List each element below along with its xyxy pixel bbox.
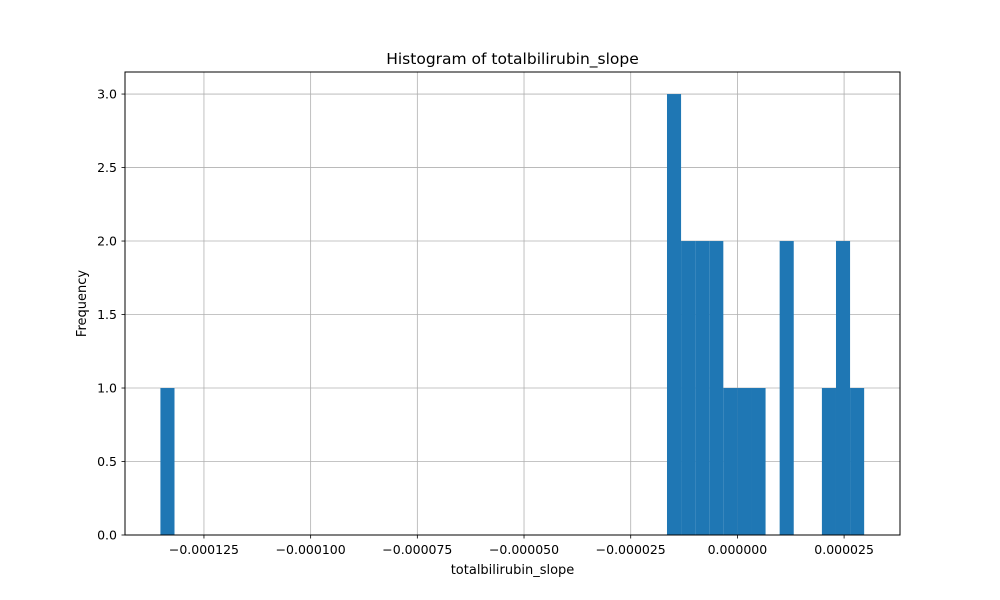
y-tick-label: 0.0 — [97, 528, 117, 543]
histogram-bar — [821, 388, 836, 535]
x-tick-label: −0.000125 — [169, 542, 239, 557]
x-axis-ticks: −0.000125 −0.000100 −0.000075 −0.000050 −0.0… — [169, 535, 874, 557]
chart-title: Histogram of totalbilirubin_slope — [386, 50, 639, 69]
x-tick-label: 0.000000 — [708, 542, 768, 557]
histogram-bar — [723, 388, 738, 535]
y-tick-label: 3.0 — [97, 87, 117, 102]
x-tick-label: −0.000100 — [276, 542, 346, 557]
x-tick-label: 0.000025 — [814, 542, 874, 557]
x-axis-label: totalbilirubin_slope — [451, 563, 575, 578]
plot-area — [125, 72, 900, 535]
histogram-bar — [666, 94, 682, 536]
y-tick-label: 1.5 — [97, 307, 117, 322]
histogram-bar — [850, 388, 865, 535]
histogram-bar — [835, 241, 851, 536]
histogram-bar — [695, 241, 710, 536]
histogram-bar — [779, 241, 794, 536]
histogram-bar — [751, 388, 766, 535]
y-axis-label: Frequency — [75, 270, 90, 337]
histogram-bar — [681, 241, 696, 536]
x-tick-label: −0.000075 — [382, 542, 452, 557]
x-tick-label: −0.000025 — [596, 542, 666, 557]
y-tick-label: 1.0 — [97, 381, 117, 396]
histogram-bar — [737, 388, 752, 535]
x-tick-label: −0.000050 — [489, 542, 559, 557]
histogram-bar — [709, 241, 724, 536]
plot-frame — [124, 71, 901, 536]
histogram-bar — [160, 388, 175, 535]
y-tick-label: 0.5 — [97, 454, 117, 469]
y-tick-label: 2.5 — [97, 160, 117, 175]
y-axis-ticks: 0.0 0.5 1.0 1.5 2.0 2.5 3.0 — [97, 87, 125, 543]
y-tick-label: 2.0 — [97, 234, 117, 249]
histogram-bars — [160, 94, 865, 536]
